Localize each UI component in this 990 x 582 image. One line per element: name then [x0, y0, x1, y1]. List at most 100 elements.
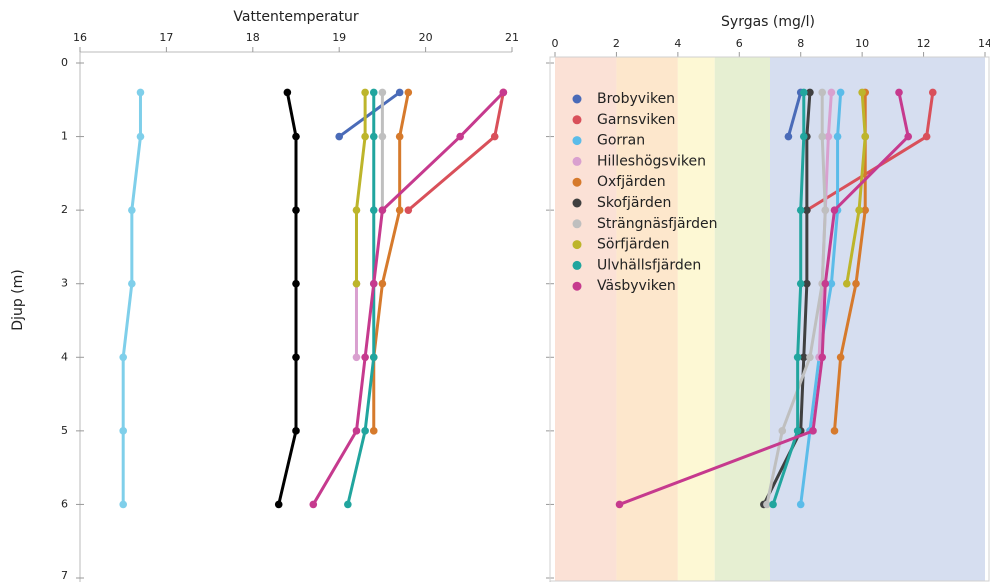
- data-point: [352, 279, 361, 288]
- data-point: [861, 132, 870, 141]
- data-point: [352, 353, 361, 362]
- legend-label: Väsbyviken: [597, 278, 676, 294]
- data-point: [369, 427, 378, 435]
- data-point: [861, 206, 870, 214]
- data-point: [369, 132, 378, 141]
- series-line: [338, 91, 401, 138]
- data-point: [369, 279, 378, 288]
- data-point: [842, 279, 851, 288]
- series-line: [845, 92, 867, 284]
- y-tick-label: 7: [61, 569, 68, 582]
- legend-marker: [572, 240, 582, 250]
- plot-frame: [549, 56, 990, 582]
- legend-label: Gorran: [597, 133, 645, 149]
- data-point: [309, 500, 318, 509]
- legend-label: Skofjärden: [597, 195, 671, 211]
- data-point: [904, 132, 913, 141]
- data-point: [404, 88, 413, 97]
- data-point: [292, 427, 300, 435]
- y-tick-label: 3: [61, 277, 68, 290]
- x-tick-label: 19: [332, 31, 346, 44]
- legend-marker: [572, 177, 582, 187]
- data-point: [827, 279, 836, 288]
- data-point: [818, 88, 827, 97]
- legend-marker: [572, 136, 582, 146]
- data-point: [833, 132, 842, 141]
- data-point: [335, 132, 344, 141]
- data-point: [803, 206, 811, 214]
- x-tick-label: 12: [917, 37, 931, 50]
- data-point: [378, 279, 387, 288]
- data-point: [796, 206, 805, 214]
- data-point: [928, 88, 937, 97]
- data-point: [369, 88, 378, 97]
- data-point: [456, 132, 464, 141]
- x-tick-label: 20: [419, 31, 433, 44]
- data-point: [793, 427, 802, 435]
- legend-marker: [572, 94, 582, 104]
- legend-label: Strängnäsfjärden: [597, 216, 718, 232]
- data-point: [803, 279, 811, 288]
- data-point: [136, 88, 145, 97]
- data-point: [615, 500, 624, 509]
- data-point: [922, 132, 931, 141]
- y-tick-label: 5: [61, 424, 68, 437]
- x-tick-label: 4: [674, 37, 681, 50]
- data-point: [490, 132, 499, 141]
- data-point: [821, 279, 830, 288]
- data-point: [799, 88, 808, 97]
- data-point: [855, 206, 863, 214]
- data-point: [852, 279, 860, 288]
- data-point: [352, 427, 361, 435]
- data-point: [784, 132, 793, 141]
- data-point: [361, 353, 369, 362]
- x-tick-label: 10: [855, 37, 869, 50]
- data-point: [806, 88, 814, 97]
- data-point: [796, 279, 805, 288]
- series-line: [277, 92, 298, 505]
- data-point: [799, 132, 808, 141]
- y-axis-label: Djup (m): [10, 269, 26, 330]
- data-point: [778, 427, 787, 435]
- data-point: [824, 132, 833, 141]
- data-point: [292, 206, 300, 214]
- data-point: [283, 88, 292, 97]
- x-tick-label: 17: [159, 31, 173, 44]
- data-point: [292, 132, 300, 141]
- legend-label: Sörfjärden: [597, 237, 670, 253]
- data-point: [128, 206, 136, 214]
- data-point: [818, 353, 827, 362]
- data-point: [395, 88, 404, 97]
- data-point: [369, 206, 378, 214]
- data-point: [404, 206, 413, 214]
- series-line: [346, 92, 376, 505]
- data-point: [361, 427, 369, 435]
- legend-label: Ulvhällsfjärden: [597, 257, 701, 273]
- data-point: [395, 132, 404, 141]
- data-point: [793, 353, 802, 362]
- y-tick-label: 6: [61, 497, 68, 510]
- data-point: [274, 500, 283, 509]
- series-line: [121, 92, 142, 505]
- legend-label: Oxfjärden: [597, 174, 666, 190]
- data-point: [499, 88, 508, 97]
- data-point: [830, 206, 839, 214]
- data-point: [836, 88, 845, 97]
- x-tick-label: 6: [736, 37, 743, 50]
- y-tick-label: 0: [61, 56, 68, 69]
- y-tick-label: 4: [61, 350, 68, 363]
- data-point: [128, 279, 136, 288]
- x-tick-label: 0: [552, 37, 559, 50]
- data-point: [836, 353, 845, 362]
- data-point: [136, 132, 145, 141]
- data-point: [292, 279, 300, 288]
- data-point: [378, 132, 387, 141]
- legend-label: Brobyviken: [597, 91, 675, 107]
- legend-marker: [572, 260, 582, 270]
- chart-title: Syrgas (mg/l): [721, 14, 815, 30]
- series-line: [407, 92, 505, 212]
- data-point: [809, 427, 817, 435]
- series-line: [354, 92, 367, 284]
- data-point: [361, 132, 369, 141]
